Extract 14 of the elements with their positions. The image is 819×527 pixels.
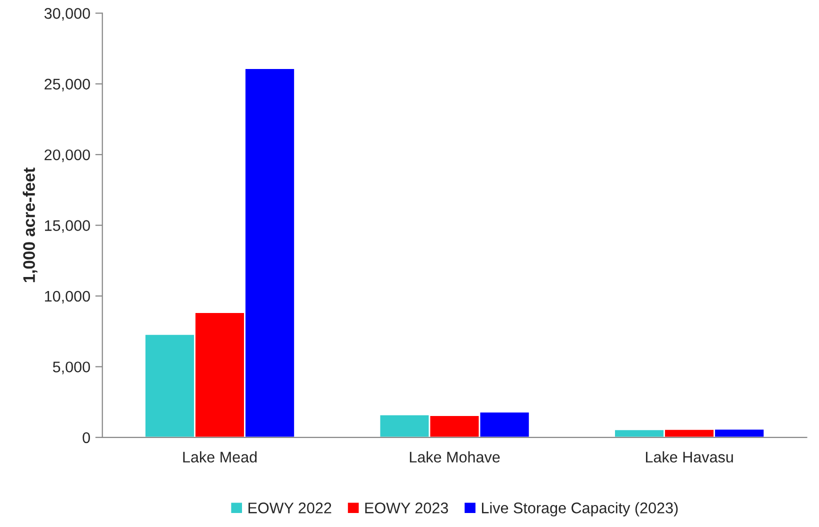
- x-tick-label: Lake Havasu: [646, 451, 733, 463]
- legend-label: EOWY 2022: [248, 502, 332, 514]
- legend-label: Live Storage Capacity (2023): [482, 502, 678, 516]
- y-tick-label: 5,000: [52, 362, 90, 374]
- y-tick-label: 15,000: [45, 220, 90, 233]
- y-axis-title: 1,000 acre-feet: [22, 168, 38, 282]
- x-tick-label: Lake Mohave: [410, 451, 500, 463]
- y-tick-label: 0: [82, 432, 90, 444]
- legend-label: EOWY 2023: [365, 502, 448, 514]
- y-tick-label: 10,000: [45, 290, 90, 304]
- y-tick-label: 25,000: [44, 78, 90, 92]
- y-tick-label: 20,000: [44, 149, 90, 162]
- y-tick-label: 30,000: [44, 8, 90, 21]
- x-tick-label: Lake Mead: [183, 451, 257, 463]
